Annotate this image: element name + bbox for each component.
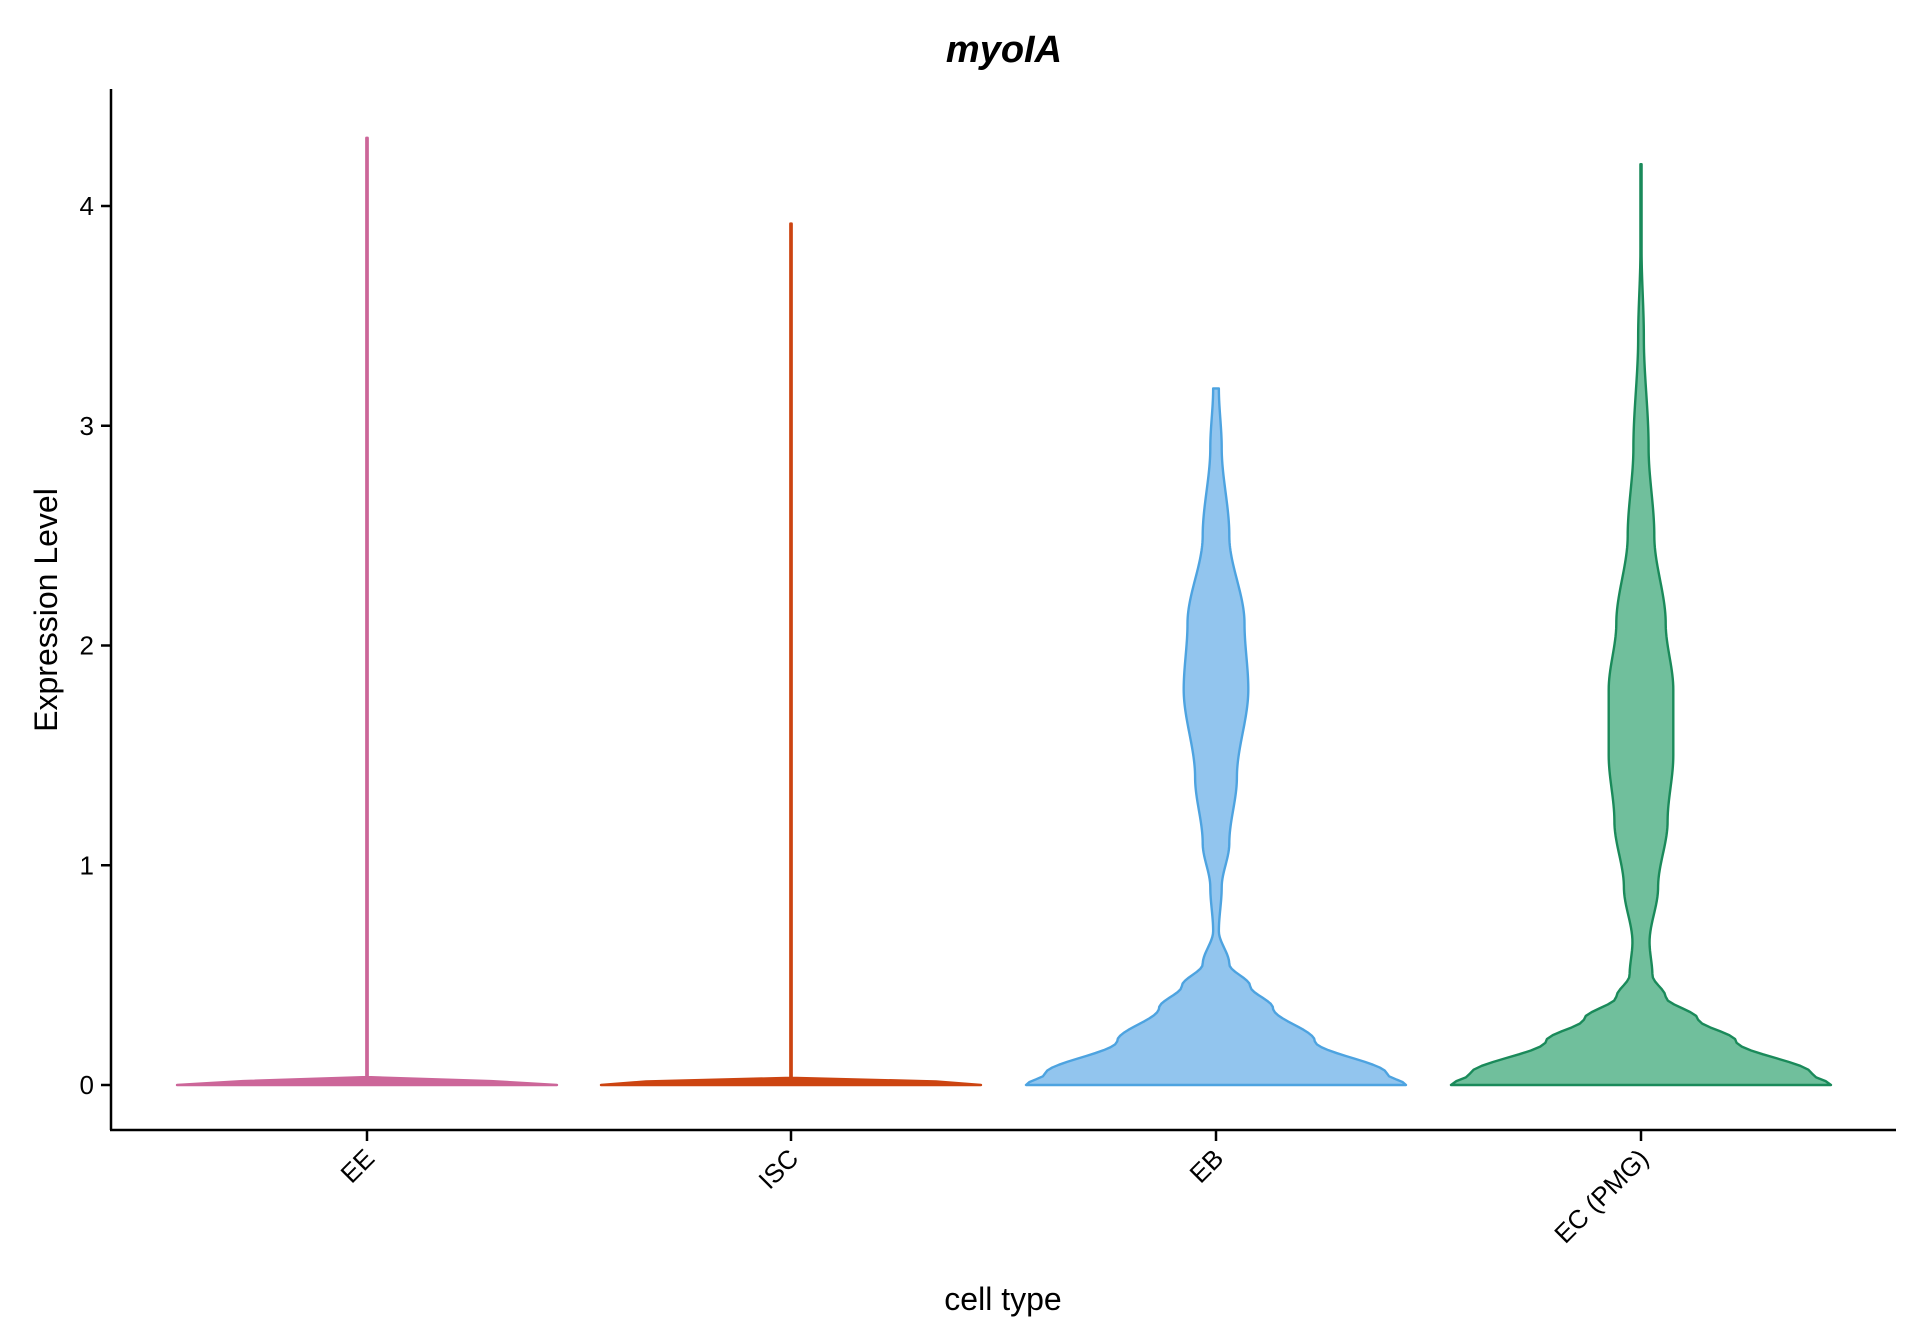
y-axis-ticks: 0 1 2 3 4 xyxy=(80,191,111,1100)
violin-isc xyxy=(599,222,983,1087)
y-tick-label: 0 xyxy=(80,1070,94,1100)
violins-group xyxy=(175,136,1833,1087)
violin-ec-pmg xyxy=(1449,163,1833,1087)
y-tick-label: 3 xyxy=(80,411,94,441)
x-axis-ticks: EE ISC EB EC (PMG) xyxy=(335,1130,1654,1249)
x-tick-label: EC (PMG) xyxy=(1548,1143,1654,1249)
y-tick-label: 1 xyxy=(80,850,94,880)
violin-ee xyxy=(175,136,559,1087)
violin-eb xyxy=(1024,387,1408,1087)
y-tick-label: 2 xyxy=(80,631,94,661)
x-tick-label: ISC xyxy=(752,1143,804,1195)
x-tick-label: EB xyxy=(1184,1143,1230,1189)
chart-title: myoIA xyxy=(946,29,1062,71)
x-tick-label: EE xyxy=(335,1143,381,1189)
y-axis-label: Expression Level xyxy=(28,488,64,732)
y-tick-label: 4 xyxy=(80,191,94,221)
x-axis-label: cell type xyxy=(944,1281,1061,1317)
